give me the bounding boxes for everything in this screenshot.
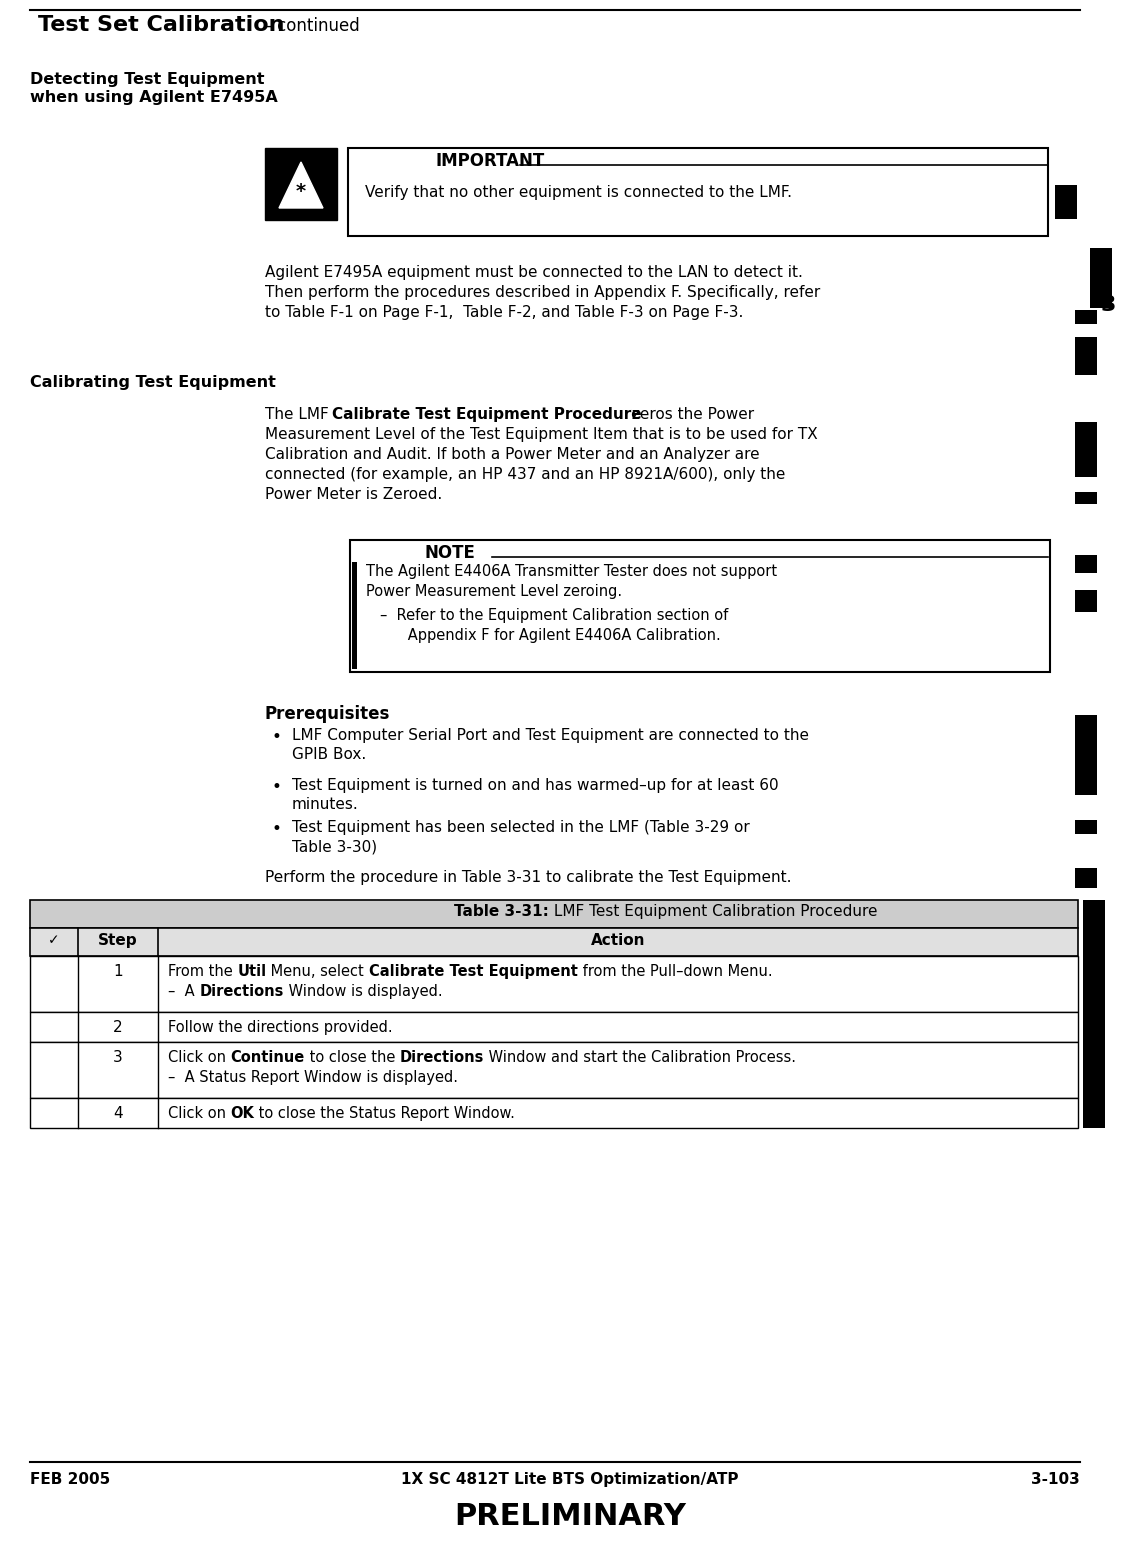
Text: OK: OK — [230, 1106, 254, 1122]
Text: •: • — [272, 819, 282, 838]
Text: minutes.: minutes. — [292, 798, 359, 812]
Bar — [1083, 900, 1105, 1128]
Text: Test Equipment has been selected in the LMF (Table 3-29 or: Test Equipment has been selected in the … — [292, 819, 750, 835]
Text: Window is displayed.: Window is displayed. — [284, 984, 442, 998]
Text: Table 3-31:: Table 3-31: — [454, 904, 549, 920]
Text: Verify that no other equipment is connected to the LMF.: Verify that no other equipment is connec… — [365, 185, 792, 201]
Bar — [1054, 185, 1077, 219]
Bar — [1075, 336, 1097, 375]
Text: Calibrate Test Equipment Procedure: Calibrate Test Equipment Procedure — [332, 407, 642, 421]
Bar — [30, 1099, 1078, 1128]
Text: NOTE: NOTE — [424, 545, 475, 562]
Bar — [1075, 714, 1097, 795]
Text: –  A Status Report Window is displayed.: – A Status Report Window is displayed. — [168, 1069, 458, 1085]
Text: LMF Computer Serial Port and Test Equipment are connected to the: LMF Computer Serial Port and Test Equipm… — [292, 728, 809, 744]
Text: Detecting Test Equipment: Detecting Test Equipment — [30, 73, 264, 86]
Text: The LMF: The LMF — [264, 407, 334, 421]
Text: Step: Step — [98, 934, 138, 947]
Bar — [1075, 555, 1097, 572]
Text: to Table F-1 on Page F-1,  Table F-2, and Table F-3 on Page F-3.: to Table F-1 on Page F-1, Table F-2, and… — [264, 306, 743, 319]
Text: PRELIMINARY: PRELIMINARY — [454, 1501, 686, 1531]
Text: when using Agilent E7495A: when using Agilent E7495A — [30, 89, 278, 105]
Bar — [30, 1012, 1078, 1042]
Text: Action: Action — [591, 934, 645, 947]
Text: •: • — [272, 778, 282, 796]
Text: Then perform the procedures described in Appendix F. Specifically, refer: Then perform the procedures described in… — [264, 285, 821, 299]
Text: •: • — [272, 728, 282, 745]
Text: From the: From the — [168, 964, 237, 978]
Text: Calibration and Audit. If both a Power Meter and an Analyzer are: Calibration and Audit. If both a Power M… — [264, 447, 759, 461]
Text: FEB 2005: FEB 2005 — [30, 1472, 111, 1487]
Text: Power Measurement Level zeroing.: Power Measurement Level zeroing. — [366, 583, 622, 599]
Text: LMF Test Equipment Calibration Procedure: LMF Test Equipment Calibration Procedure — [549, 904, 878, 920]
Text: Click on: Click on — [168, 1049, 230, 1065]
Bar — [30, 927, 1078, 957]
Text: Calibrating Test Equipment: Calibrating Test Equipment — [30, 375, 276, 390]
Bar — [348, 148, 1048, 236]
Text: Calibrate Test Equipment: Calibrate Test Equipment — [369, 964, 578, 978]
Bar — [30, 900, 1078, 927]
Bar — [1075, 421, 1097, 477]
Text: Table 3-30): Table 3-30) — [292, 839, 377, 853]
Text: Perform the procedure in Table 3-31 to calibrate the Test Equipment.: Perform the procedure in Table 3-31 to c… — [264, 870, 791, 886]
Bar — [1075, 589, 1097, 613]
Bar — [30, 1042, 1078, 1099]
Text: 3: 3 — [1100, 295, 1116, 315]
Text: Click on: Click on — [168, 1106, 230, 1122]
Text: Test Set Calibration: Test Set Calibration — [38, 15, 285, 35]
Text: The Agilent E4406A Transmitter Tester does not support: The Agilent E4406A Transmitter Tester do… — [366, 565, 777, 579]
Text: Measurement Level of the Test Equipment Item that is to be used for TX: Measurement Level of the Test Equipment … — [264, 427, 817, 441]
Text: 1X SC 4812T Lite BTS Optimization/ATP: 1X SC 4812T Lite BTS Optimization/ATP — [401, 1472, 739, 1487]
Text: Power Meter is Zeroed.: Power Meter is Zeroed. — [264, 488, 442, 501]
Bar — [1075, 492, 1097, 505]
Text: Continue: Continue — [230, 1049, 304, 1065]
Text: Menu, select: Menu, select — [267, 964, 369, 978]
Text: to close the Status Report Window.: to close the Status Report Window. — [254, 1106, 515, 1122]
Bar — [1075, 310, 1097, 324]
Bar — [30, 957, 1078, 1012]
Text: to close the: to close the — [304, 1049, 400, 1065]
Text: Directions: Directions — [400, 1049, 484, 1065]
Text: Agilent E7495A equipment must be connected to the LAN to detect it.: Agilent E7495A equipment must be connect… — [264, 265, 803, 279]
Text: Util: Util — [237, 964, 267, 978]
Bar — [352, 562, 357, 670]
Text: Test Equipment is turned on and has warmed–up for at least 60: Test Equipment is turned on and has warm… — [292, 778, 779, 793]
Text: 3: 3 — [113, 1049, 123, 1065]
Text: connected (for example, an HP 437 and an HP 8921A/600), only the: connected (for example, an HP 437 and an… — [264, 468, 785, 481]
Text: 1: 1 — [113, 964, 123, 978]
Text: from the Pull–down Menu.: from the Pull–down Menu. — [578, 964, 773, 978]
Text: – continued: – continued — [253, 17, 360, 35]
Text: –  Refer to the Equipment Calibration section of: – Refer to the Equipment Calibration sec… — [380, 608, 728, 623]
Text: 4: 4 — [113, 1106, 123, 1122]
Text: Follow the directions provided.: Follow the directions provided. — [168, 1020, 392, 1035]
Text: 3-103: 3-103 — [1032, 1472, 1080, 1487]
Text: Directions: Directions — [200, 984, 284, 998]
Text: Appendix F for Agilent E4406A Calibration.: Appendix F for Agilent E4406A Calibratio… — [380, 628, 720, 643]
Polygon shape — [279, 162, 323, 208]
Text: –  A: – A — [168, 984, 199, 998]
Text: ✓: ✓ — [48, 934, 59, 947]
Text: IMPORTANT: IMPORTANT — [435, 153, 545, 170]
Text: 2: 2 — [113, 1020, 123, 1035]
Bar — [350, 540, 1050, 673]
Text: zeros the Power: zeros the Power — [627, 407, 755, 421]
Bar — [264, 148, 337, 221]
Text: GPIB Box.: GPIB Box. — [292, 747, 366, 762]
Text: *: * — [296, 182, 306, 202]
Bar — [1075, 869, 1097, 889]
Bar — [1090, 248, 1112, 309]
Bar — [1075, 819, 1097, 835]
Text: Window and start the Calibration Process.: Window and start the Calibration Process… — [484, 1049, 796, 1065]
Text: Prerequisites: Prerequisites — [264, 705, 390, 724]
